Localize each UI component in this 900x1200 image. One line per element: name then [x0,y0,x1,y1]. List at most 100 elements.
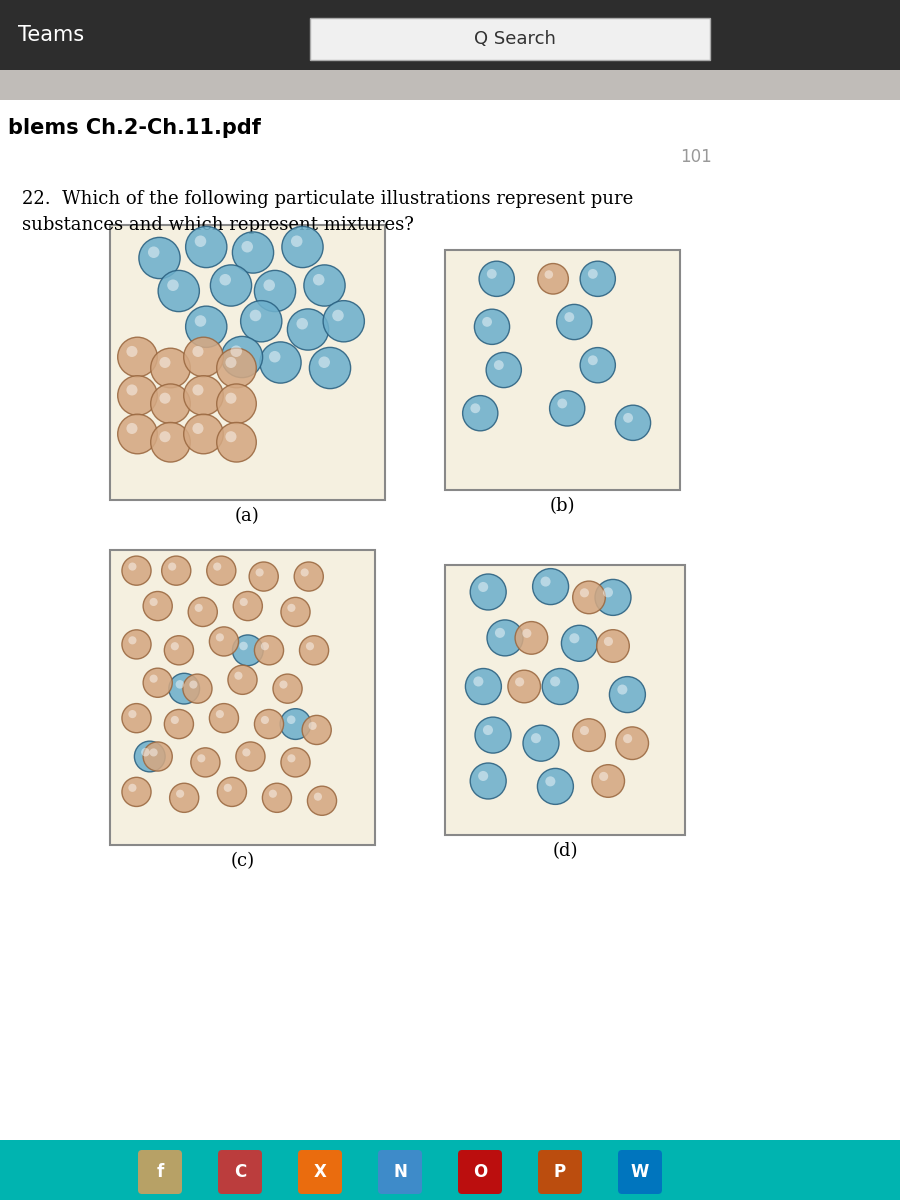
Circle shape [470,574,506,610]
Circle shape [282,227,323,268]
Bar [0,1140,900,1200]
Circle shape [475,718,511,754]
Bar [0,0,900,70]
Circle shape [171,716,179,724]
Circle shape [183,674,212,703]
Circle shape [184,337,223,377]
Circle shape [176,790,184,798]
Circle shape [486,353,521,388]
Circle shape [287,715,295,724]
Circle shape [193,346,203,358]
Circle shape [249,310,261,322]
Circle shape [122,703,151,733]
Circle shape [332,310,344,322]
Circle shape [471,403,481,413]
Circle shape [169,673,200,704]
Bar [445,250,680,490]
Circle shape [281,748,310,776]
Circle shape [604,637,613,646]
Circle shape [463,396,498,431]
Circle shape [595,580,631,616]
Circle shape [149,674,158,683]
Text: 101: 101 [680,148,712,166]
Circle shape [542,668,578,704]
Circle shape [148,246,159,258]
Circle shape [165,636,194,665]
Text: X: X [313,1163,327,1181]
Text: (a): (a) [235,506,260,526]
FancyBboxPatch shape [458,1150,502,1194]
Circle shape [483,725,493,736]
Text: P: P [554,1163,566,1181]
Circle shape [134,742,165,772]
Circle shape [129,563,137,571]
Circle shape [221,336,263,378]
Circle shape [210,703,239,733]
Circle shape [473,677,483,686]
Circle shape [538,264,569,294]
Text: (b): (b) [550,497,575,515]
Circle shape [319,356,330,368]
Circle shape [217,348,256,388]
Text: Q Search: Q Search [474,30,556,48]
Circle shape [623,413,633,422]
Circle shape [261,642,269,650]
Circle shape [314,792,322,800]
Circle shape [465,668,501,704]
Circle shape [162,556,191,586]
Circle shape [230,346,242,358]
Text: (c): (c) [230,852,255,870]
Circle shape [597,630,629,662]
Bar [0,100,900,1140]
Circle shape [185,306,227,347]
Circle shape [126,384,138,396]
Circle shape [234,672,242,679]
Text: Teams: Teams [18,25,84,44]
Circle shape [482,317,492,326]
Bar [0,70,900,100]
Circle shape [287,755,295,762]
Circle shape [495,628,505,638]
Circle shape [279,680,288,689]
Circle shape [129,710,137,718]
Circle shape [213,563,221,571]
Circle shape [216,634,224,642]
Circle shape [211,265,252,306]
Circle shape [261,716,269,724]
Bar [110,550,375,845]
Circle shape [169,784,199,812]
Circle shape [273,674,302,703]
Circle shape [139,238,180,278]
Circle shape [232,232,274,274]
Circle shape [194,604,202,612]
Circle shape [193,384,203,396]
Circle shape [150,422,190,462]
Circle shape [487,620,523,656]
Circle shape [149,598,158,606]
Text: blems Ch.2-Ch.11.pdf: blems Ch.2-Ch.11.pdf [8,118,261,138]
Circle shape [210,626,239,656]
Circle shape [478,770,488,781]
FancyBboxPatch shape [618,1150,662,1194]
FancyBboxPatch shape [298,1150,342,1194]
Circle shape [302,715,331,744]
Circle shape [255,636,284,665]
Circle shape [225,431,237,443]
Circle shape [310,347,351,389]
Circle shape [470,763,506,799]
Circle shape [533,569,569,605]
Circle shape [236,742,265,772]
Circle shape [544,270,554,278]
Circle shape [592,764,625,797]
Circle shape [143,668,172,697]
Circle shape [150,348,190,388]
Circle shape [572,581,606,613]
Circle shape [287,308,328,350]
Circle shape [228,665,257,695]
Circle shape [239,642,248,650]
Circle shape [193,422,203,434]
Circle shape [220,274,231,286]
Circle shape [217,778,247,806]
Circle shape [264,280,275,290]
Circle shape [313,274,325,286]
